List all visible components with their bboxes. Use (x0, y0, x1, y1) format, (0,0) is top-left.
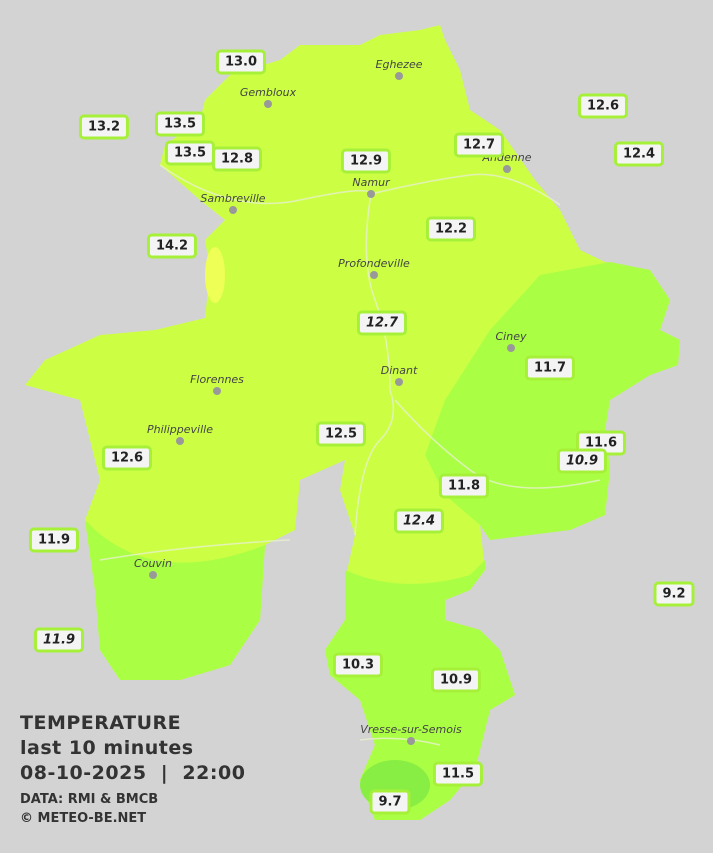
station-temperature: 13.5 (164, 140, 216, 166)
legend-subtitle: last 10 minutes (20, 737, 194, 759)
legend-credit: © METEO-BE.NET (20, 811, 147, 826)
city-name: Vresse-sur-Semois (360, 723, 462, 736)
city-name: Dinant (380, 364, 418, 377)
city-name: Namur (352, 176, 390, 189)
city-dot (395, 378, 403, 386)
region-south (325, 560, 515, 820)
city-name: Sambreville (200, 192, 266, 205)
station-temperature: 12.7 (356, 310, 408, 336)
city-name: Profondeville (338, 257, 410, 270)
city-dot (407, 737, 415, 745)
city-dot (176, 437, 184, 445)
city-dot (213, 387, 221, 395)
station-temperature: 12.7 (453, 132, 505, 158)
station-temperature: 12.6 (101, 445, 153, 471)
station-temperature: 12.8 (211, 146, 263, 172)
station-temperature: 12.9 (340, 148, 392, 174)
station-temperature: 13.0 (215, 49, 267, 75)
station-temperature: 14.2 (146, 233, 198, 259)
station-temperature: 10.9 (556, 448, 608, 474)
city-name: Ciney (495, 330, 527, 343)
station-temperature: 12.6 (577, 93, 629, 119)
city-name: Couvin (134, 557, 172, 570)
city-dot (503, 165, 511, 173)
city-name: Philippeville (147, 423, 213, 436)
region-warm (205, 247, 225, 303)
station-temperature: 12.4 (613, 141, 665, 167)
legend-datetime: 08-10-2025 | 22:00 (20, 762, 246, 784)
city-dot (395, 72, 403, 80)
station-temperature: 13.5 (154, 111, 206, 137)
city-name: Florennes (190, 373, 244, 386)
station-temperature: 9.7 (369, 789, 411, 815)
city-dot (264, 100, 272, 108)
station-temperature: 11.8 (438, 473, 490, 499)
station-temperature: 12.4 (393, 508, 445, 534)
region-southwest (85, 520, 265, 680)
city-dot (367, 190, 375, 198)
station-temperature: 11.9 (28, 527, 80, 553)
legend-title: TEMPERATURE (20, 712, 182, 734)
station-temperature: 11.7 (524, 355, 576, 381)
city-name: Eghezee (375, 58, 423, 71)
region-east (425, 262, 680, 540)
station-temperature: 12.5 (315, 421, 367, 447)
station-temperature: 9.2 (653, 581, 695, 607)
station-temperature: 10.3 (332, 652, 384, 678)
station-temperature: 12.2 (425, 216, 477, 242)
city-dot (507, 344, 515, 352)
station-temperature: 13.2 (78, 114, 130, 140)
city-dot (149, 571, 157, 579)
city-dot (370, 271, 378, 279)
city-name: Gembloux (239, 86, 297, 99)
station-temperature: 11.5 (432, 761, 484, 787)
city-dot (229, 206, 237, 214)
station-temperature: 11.9 (33, 627, 85, 653)
station-temperature: 10.9 (430, 667, 482, 693)
legend-credit: DATA: RMI & BMCB (20, 792, 159, 807)
